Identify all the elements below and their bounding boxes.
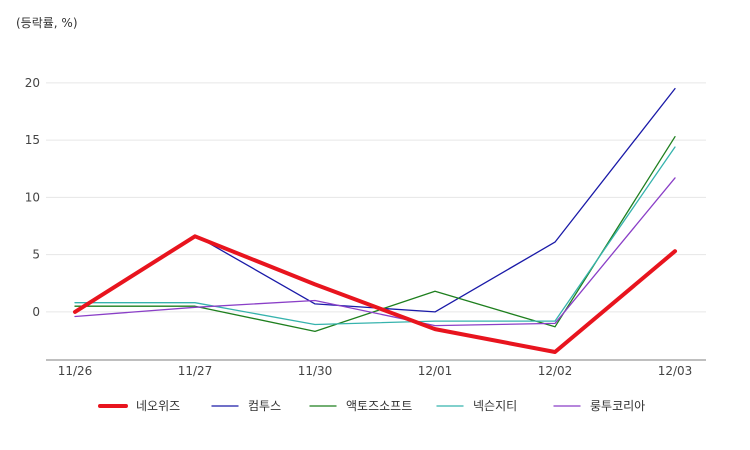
legend-label: 네오위즈 — [136, 399, 180, 413]
series-line — [74, 136, 676, 333]
y-tick-label: 15 — [25, 133, 40, 147]
x-tick-label: 12/02 — [538, 364, 573, 378]
legend-label: 액토즈소프트 — [346, 399, 412, 413]
series-line — [74, 146, 676, 326]
y-tick-label: 20 — [25, 76, 40, 90]
legend-label: 룽투코리아 — [590, 399, 645, 413]
unit-label: (등락률, %) — [16, 16, 78, 30]
x-tick-label: 12/01 — [418, 364, 453, 378]
y-tick-label: 5 — [32, 248, 40, 262]
x-tick-label: 11/30 — [298, 364, 333, 378]
series-line — [74, 177, 676, 327]
x-tick-label: 11/26 — [58, 364, 93, 378]
y-tick-label: 10 — [25, 190, 40, 204]
series-line — [73, 234, 677, 354]
legend-label: 컴투스 — [248, 399, 281, 413]
legend-label: 넥슨지티 — [473, 399, 517, 413]
x-tick-label: 12/03 — [658, 364, 693, 378]
y-tick-label: 0 — [32, 305, 40, 319]
x-tick-label: 11/27 — [178, 364, 213, 378]
